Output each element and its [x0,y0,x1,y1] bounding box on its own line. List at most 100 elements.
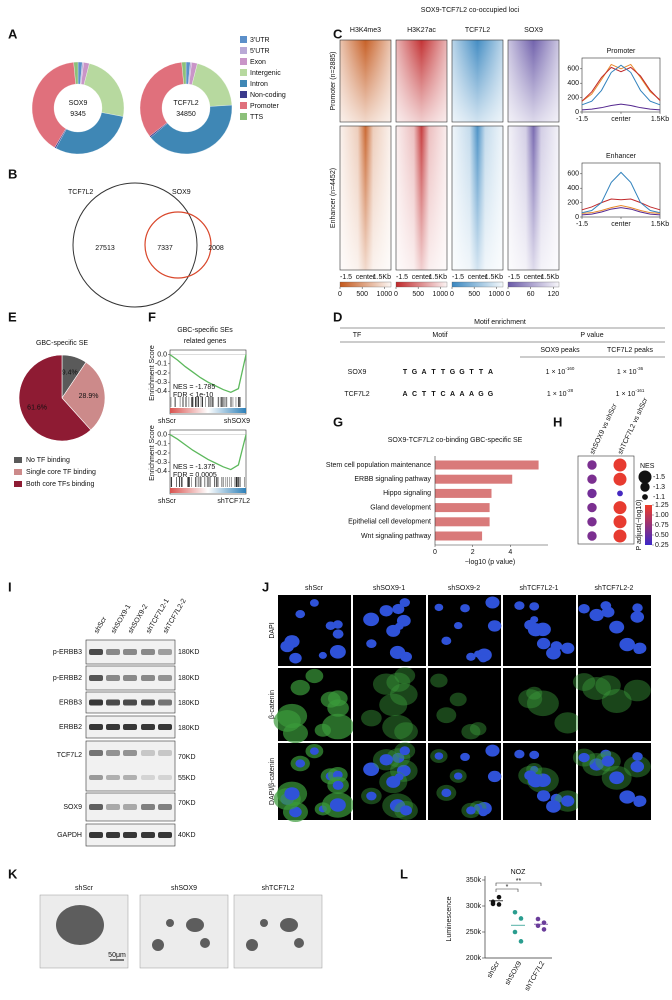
legend-swatch [240,91,247,98]
spheroid [280,918,298,932]
band-label: TCF7L2 [57,752,82,759]
p-base: 1 × 10 [546,369,566,376]
nucleus [487,620,502,632]
beta-catenin [382,714,413,740]
motif-letter: A [469,391,474,398]
marker-label: 55KD [178,775,196,782]
motif-letter: G [478,391,484,398]
band [106,649,120,655]
y-axis-label: Enrichment Score [149,425,156,481]
band [141,675,155,681]
pie-label: 61.6% [27,404,47,411]
x-tick-label: 1.5Kb [651,221,669,228]
micrograph [428,668,501,741]
dot [617,490,623,497]
band [141,804,155,810]
donut-slice [73,61,79,85]
category-label: Hippo signaling [383,490,431,497]
nucleus [633,797,645,807]
chart-title: SOX9-TCF7L2 co-binding GBC-specific SE [388,437,523,444]
band [89,649,103,655]
figure-title: SOX9-TCF7L2 co-occupied loci [421,7,520,14]
beta-catenin [372,673,400,695]
column-label: shSOX9-2 [448,585,480,592]
donut-count: 34850 [176,111,196,118]
dot [587,502,597,513]
p-exponent: -160 [565,366,575,371]
point [535,923,541,929]
colorbar-tick-label: 500 [356,291,368,298]
dot [613,515,627,529]
x-tick-label: -1.5 [576,221,588,228]
marker-label: 180KD [178,725,199,732]
profile-line [581,66,661,102]
band [158,775,172,780]
motif-letter: T [441,369,446,376]
nucleus [366,639,377,649]
size-key [642,494,648,500]
bar [435,531,483,541]
heatmap-tick: -1.5 [396,274,408,281]
heatmap-tick: -1.5 [508,274,520,281]
bar [435,474,513,484]
colorbar [507,281,560,288]
panel-label: C [333,26,343,41]
p-base: 1 × 10 [547,391,567,398]
dot [613,529,627,543]
y-tick-label: -0.3 [155,379,167,386]
nucleus [434,603,444,612]
beta-catenin [469,722,487,736]
beta-catenin [623,679,651,702]
nucleus [578,752,590,763]
nucleus [609,620,625,634]
size-key-label: -1.5 [653,474,665,481]
brightfield [139,894,229,969]
legend-title: P adjust(−log10) [636,499,643,550]
nucleus [379,605,393,617]
nucleus [529,602,540,611]
p-exponent: -161 [635,388,645,393]
nucleus [561,642,575,654]
row-label: DAPI [269,622,276,638]
venn-label: TCF7L2 [68,189,93,196]
nucleus [329,645,346,659]
spheroid [294,938,304,948]
motif-letter: T [422,391,427,398]
beta-catenin [361,709,382,727]
column-label: shScr [305,585,324,592]
colorbar-tick-label: 1000 [433,291,449,298]
heatmap-header: SOX9 [524,27,543,34]
band [89,832,103,838]
legend-label: 5'UTR [250,48,270,55]
dot [587,474,597,484]
heatmap-fade [507,39,560,123]
point [541,927,547,932]
colorbar [451,281,504,288]
group-label: shScr [158,418,177,425]
heatmap-fade [451,39,504,123]
band [123,775,137,780]
colorbar [645,505,652,545]
nucleus [609,771,625,785]
nucleus [366,791,377,801]
colorbar-tick-label: 1.25 [655,502,669,509]
dot [587,517,597,527]
panel-label: F [148,309,156,324]
beta-catenin [436,707,457,724]
beta-catenin [449,692,467,707]
p-value: 1 × 10-36 [617,366,644,376]
nucleus [466,652,476,661]
micrograph [503,668,576,741]
row-label: Enhancer (n=4452) [330,168,337,228]
lane-label: shScr [93,615,108,635]
spheroid [166,919,174,927]
sample-label: shSOX9 [171,885,197,892]
nucleus [529,750,540,760]
table-tf: TCF7L2 [344,391,369,398]
nucleus [487,770,502,783]
heatmap-tick: center [468,274,488,281]
gsea-title: related genes [184,338,227,345]
nucleus [619,790,636,804]
band-label: GAPDH [57,832,82,839]
pie-slice [61,361,106,431]
